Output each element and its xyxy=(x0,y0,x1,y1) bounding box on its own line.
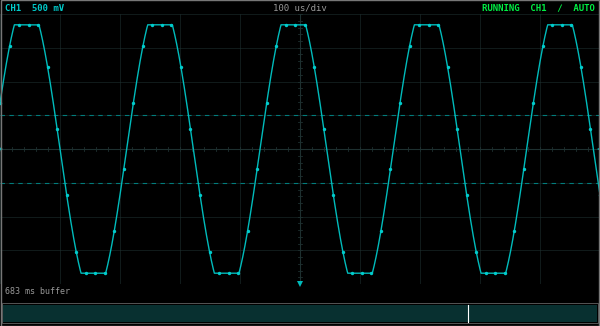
Point xyxy=(195,192,205,198)
Point xyxy=(0,100,5,106)
Point xyxy=(424,22,433,27)
Point xyxy=(262,100,271,106)
Point xyxy=(557,22,567,27)
Point xyxy=(376,228,386,233)
Point xyxy=(185,126,195,132)
Point xyxy=(338,249,347,254)
Point xyxy=(290,22,300,27)
Point xyxy=(109,228,119,233)
Point xyxy=(481,271,491,276)
Point xyxy=(443,65,452,70)
Point xyxy=(281,22,290,27)
Point xyxy=(452,126,462,132)
Point xyxy=(5,44,14,49)
Point xyxy=(62,192,71,198)
Point xyxy=(548,22,557,27)
Point xyxy=(329,192,338,198)
Point xyxy=(81,271,91,276)
Point xyxy=(24,22,34,27)
Point xyxy=(519,166,529,171)
Text: 683 ms buffer: 683 ms buffer xyxy=(5,287,70,296)
FancyBboxPatch shape xyxy=(2,303,598,323)
Point xyxy=(509,228,519,233)
Point xyxy=(214,271,224,276)
Point xyxy=(538,44,548,49)
Point xyxy=(595,192,600,198)
Point xyxy=(414,22,424,27)
Point xyxy=(405,44,415,49)
Point xyxy=(395,100,405,106)
Point xyxy=(33,22,43,27)
Point xyxy=(347,271,357,276)
Text: CH1  500 mV: CH1 500 mV xyxy=(5,4,64,13)
Point xyxy=(148,22,157,27)
Point xyxy=(566,22,576,27)
Point xyxy=(357,271,367,276)
Point xyxy=(224,271,233,276)
FancyBboxPatch shape xyxy=(3,305,597,322)
Point xyxy=(500,271,509,276)
Point xyxy=(43,65,52,70)
Point xyxy=(386,166,395,171)
Point xyxy=(119,166,128,171)
Point xyxy=(319,126,329,132)
Point xyxy=(529,100,538,106)
Point xyxy=(490,271,500,276)
Point xyxy=(300,22,310,27)
Point xyxy=(462,192,472,198)
Point xyxy=(167,22,176,27)
Point xyxy=(157,22,167,27)
Point xyxy=(253,166,262,171)
Point xyxy=(271,44,281,49)
Point xyxy=(91,271,100,276)
Point xyxy=(472,249,481,254)
Point xyxy=(310,65,319,70)
Text: 100 us/div: 100 us/div xyxy=(273,4,327,13)
Point xyxy=(128,100,138,106)
Text: RUNNING  CH1  ∕  AUTO: RUNNING CH1 ∕ AUTO xyxy=(482,4,595,13)
Point xyxy=(52,126,62,132)
Point xyxy=(14,22,24,27)
Point xyxy=(100,271,110,276)
Point xyxy=(71,249,81,254)
Point xyxy=(576,65,586,70)
Point xyxy=(205,249,214,254)
Point xyxy=(433,22,443,27)
Point xyxy=(176,65,186,70)
Point xyxy=(367,271,376,276)
Point xyxy=(243,228,253,233)
Point xyxy=(138,44,148,49)
Point xyxy=(233,271,243,276)
Point xyxy=(586,126,595,132)
